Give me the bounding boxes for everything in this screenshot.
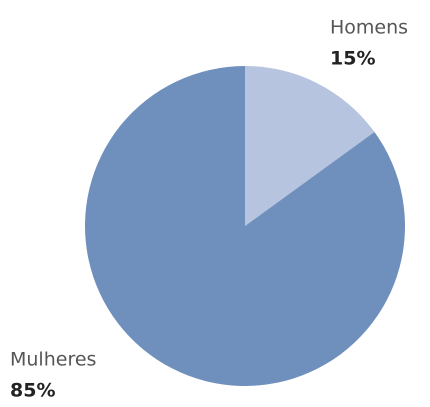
slice-value-label: 15% xyxy=(330,48,375,70)
pie-slice xyxy=(245,66,375,226)
slice-value-label: 85% xyxy=(10,380,55,402)
slice-label: Mulheres xyxy=(10,349,96,371)
pie-slice xyxy=(84,66,405,386)
slice-label: Homens xyxy=(330,17,408,39)
